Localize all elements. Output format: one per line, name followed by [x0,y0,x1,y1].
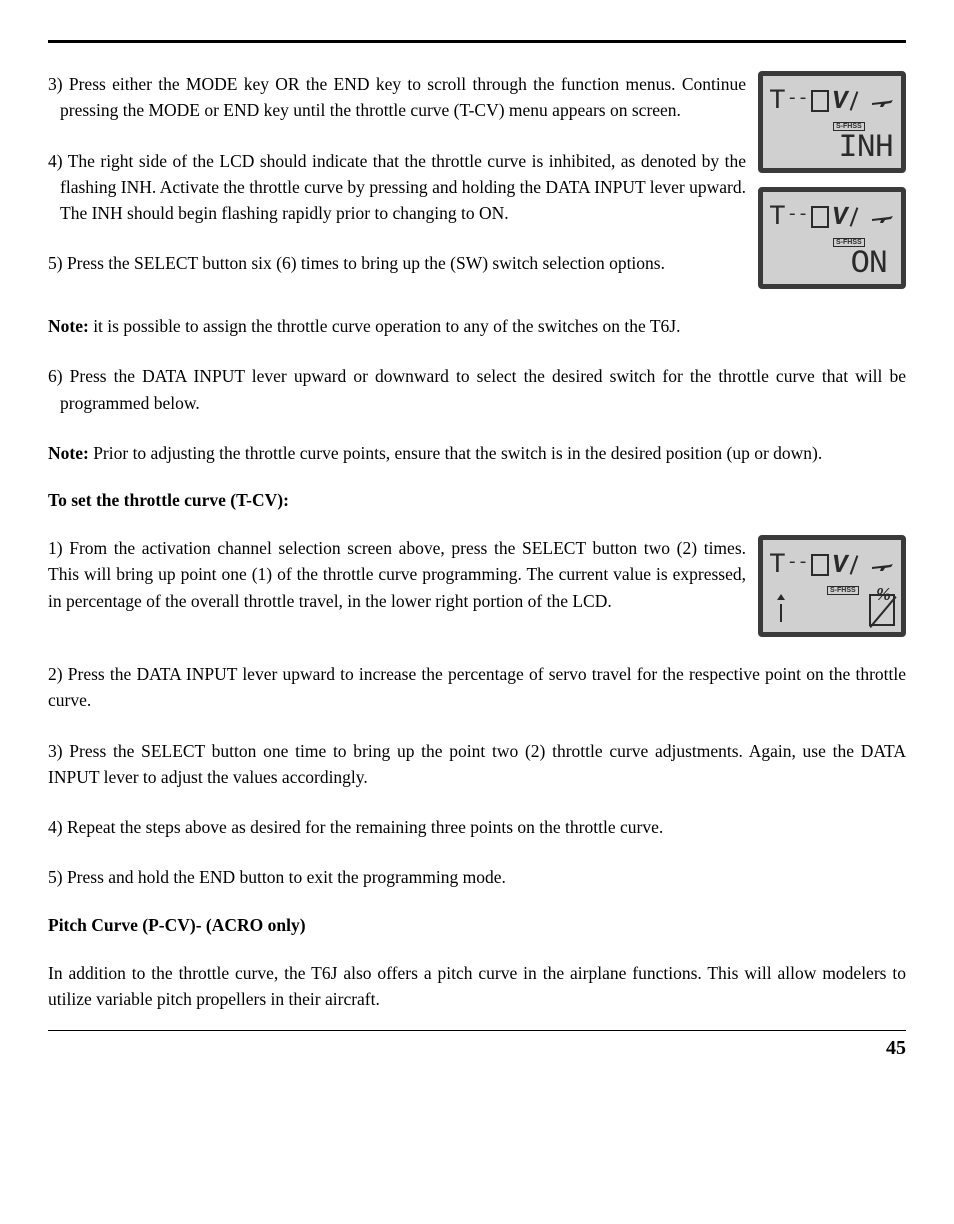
lcd-seg-c [811,554,829,576]
step-4: 4) The right side of the LCD should indi… [48,148,746,227]
lcd-seg-v: V [830,550,851,580]
footer-rule: 45 [48,1030,906,1060]
section-head-pcv: Pitch Curve (P-CV)- (ACRO only) [48,915,906,936]
lcd-seg-slash [850,207,859,226]
plane-icon [871,558,895,572]
page-number: 45 [48,1037,906,1060]
lcd-seg-dash: -- [787,89,809,109]
tcv-step-1: 1) From the activation channel selection… [48,535,746,614]
lcd-value-inh: INH [838,132,893,164]
step-6: 6) Press the DATA INPUT lever upward or … [48,363,906,416]
note-1: Note: it is possible to assign the throt… [48,313,906,339]
lcd-seg-slash [850,555,859,574]
lcd-seg-t: T [769,550,784,581]
tcv-step-3: 3) Press the SELECT button one time to b… [48,738,906,791]
lcd-mode-tag: S-FHSS [827,586,859,595]
diag-line [869,596,896,628]
up-arrow-icon [777,594,785,600]
note-text: Prior to adjusting the throttle curve po… [89,443,822,463]
lcd-seg-v: V [830,86,851,116]
tcv-step-5: 5) Press and hold the END button to exit… [48,864,906,890]
lcd-seg-t: T [769,86,784,117]
lcd-seg-slash [850,91,859,110]
lcd-seg-t: T [769,202,784,233]
tick-icon [780,604,782,622]
lcd-seg-dash: -- [787,553,809,573]
note-2: Note: Prior to adjusting the throttle cu… [48,440,906,466]
plane-icon [871,210,895,224]
lcd-seg-c [811,206,829,228]
note-label: Note: [48,443,89,463]
lcd-seg-dash: -- [787,205,809,225]
tcv-step-4: 4) Repeat the steps above as desired for… [48,814,906,840]
section-head-tcv: To set the throttle curve (T-CV): [48,490,906,511]
lcd-seg-c [811,90,829,112]
lcd-value-box [869,594,895,626]
plane-icon [871,94,895,108]
top-rule [48,40,906,43]
lcd-screen-percent: T -- V S-FHSS % [758,535,906,637]
lcd-screen-inh: T -- V S-FHSS INH [758,71,906,173]
step-5: 5) Press the SELECT button six (6) times… [48,250,746,276]
step-3: 3) Press either the MODE key OR the END … [48,71,746,124]
lcd-value-on: ON [851,248,887,280]
lcd-screen-on: T -- V S-FHSS ON [758,187,906,289]
note-text: it is possible to assign the throttle cu… [89,316,681,336]
pcv-intro: In addition to the throttle curve, the T… [48,960,906,1013]
tcv-step-2: 2) Press the DATA INPUT lever upward to … [48,661,906,714]
note-label: Note: [48,316,89,336]
lcd-seg-v: V [830,202,851,232]
